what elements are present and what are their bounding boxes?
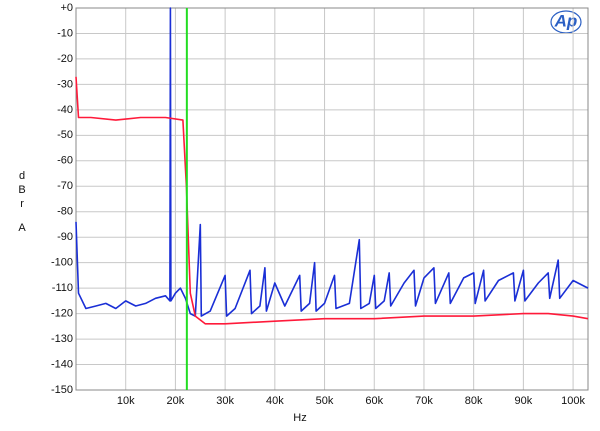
series-line xyxy=(75,76,589,325)
y-axis-unit: A xyxy=(18,222,26,234)
x-tick-label: 50k xyxy=(316,395,334,407)
x-axis-label: Hz xyxy=(293,412,306,424)
x-tick-label: 10k xyxy=(117,395,135,407)
series-line xyxy=(75,7,589,317)
y-tick-label: -140 xyxy=(51,358,73,370)
x-tick-label: 20k xyxy=(167,395,185,407)
x-tick-label: 90k xyxy=(515,395,533,407)
y-tick-label: -80 xyxy=(57,206,73,218)
x-tick-label: 100k xyxy=(561,395,585,407)
y-tick-label: -50 xyxy=(57,129,73,141)
y-tick-label: -110 xyxy=(52,282,73,294)
y-tick-label: -150 xyxy=(51,384,73,396)
y-tick-label: -130 xyxy=(51,333,73,345)
y-tick-label: -20 xyxy=(57,53,73,65)
y-tick-label: -30 xyxy=(57,78,73,90)
x-tick-label: 30k xyxy=(216,395,234,407)
y-axis-label: dBr xyxy=(16,170,28,212)
y-tick-label: -90 xyxy=(57,231,73,243)
y-tick-label: -40 xyxy=(57,104,73,116)
plot-frame xyxy=(75,7,589,391)
y-tick-label: -100 xyxy=(51,257,73,269)
x-tick-label: 40k xyxy=(266,395,284,407)
y-tick-label: -60 xyxy=(57,155,73,167)
y-tick-label: -70 xyxy=(57,180,73,192)
y-tick-label: -10 xyxy=(57,27,73,39)
x-tick-label: 70k xyxy=(415,395,433,407)
x-tick-label: 60k xyxy=(365,395,383,407)
x-tick-label: 80k xyxy=(465,395,483,407)
y-tick-label: +0 xyxy=(60,2,73,14)
logo: Ap xyxy=(554,11,578,30)
y-tick-label: -120 xyxy=(51,308,73,320)
